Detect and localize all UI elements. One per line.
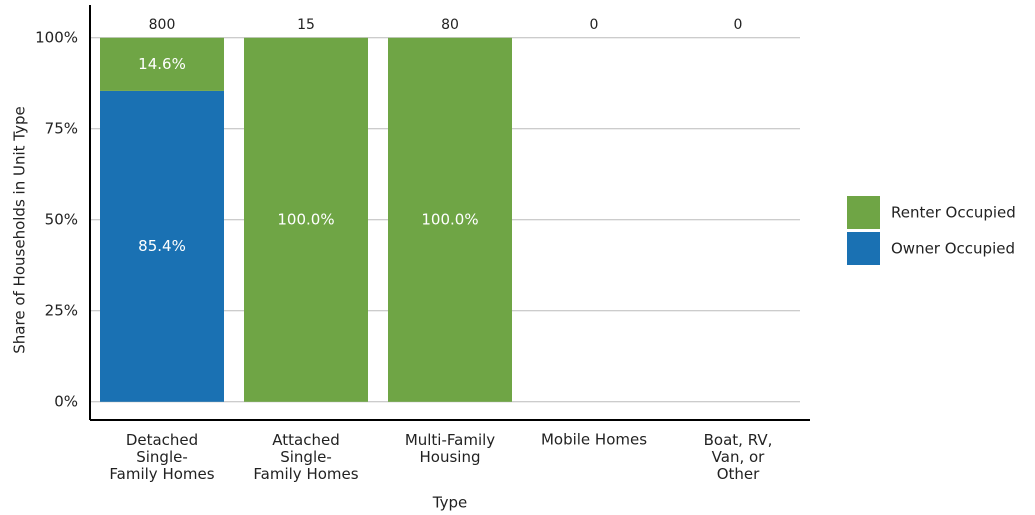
bar-segment: [388, 37, 512, 402]
bar-segment: [100, 37, 224, 91]
x-tick-label: Boat, RV, Van, or Other: [704, 431, 773, 483]
bar-segment: [244, 37, 368, 402]
x-tick-label: Attached Single-Family Homes: [253, 431, 358, 483]
y-axis-title: Share of Households in Unit Type: [11, 106, 29, 353]
legend-swatch: [847, 232, 880, 265]
bar-segment: [100, 90, 224, 402]
y-tick-label: 50%: [45, 210, 78, 228]
value-label: 100.0%: [421, 210, 478, 228]
value-label: 85.4%: [138, 237, 186, 255]
total-label: 800: [149, 17, 176, 33]
y-tick-label: 75%: [45, 119, 78, 137]
total-label: 80: [441, 17, 459, 33]
y-tick-label: 0%: [54, 392, 78, 410]
total-label: 0: [590, 17, 599, 33]
total-label: 0: [734, 17, 743, 33]
x-axis-title: Type: [432, 494, 467, 512]
legend-label: Owner Occupied: [891, 240, 1015, 258]
value-label: 100.0%: [277, 210, 334, 228]
x-tick-label: Detached Single-Family Homes: [109, 431, 214, 483]
legend-swatch: [847, 196, 880, 229]
value-label: 14.6%: [138, 55, 186, 73]
x-tick-label: Mobile Homes: [541, 431, 647, 449]
total-label: 15: [297, 17, 315, 33]
y-tick-label: 100%: [35, 28, 78, 46]
x-tick-label: Multi-Family Housing: [405, 431, 495, 466]
legend-label: Renter Occupied: [891, 204, 1016, 222]
y-tick-label: 25%: [45, 301, 78, 319]
